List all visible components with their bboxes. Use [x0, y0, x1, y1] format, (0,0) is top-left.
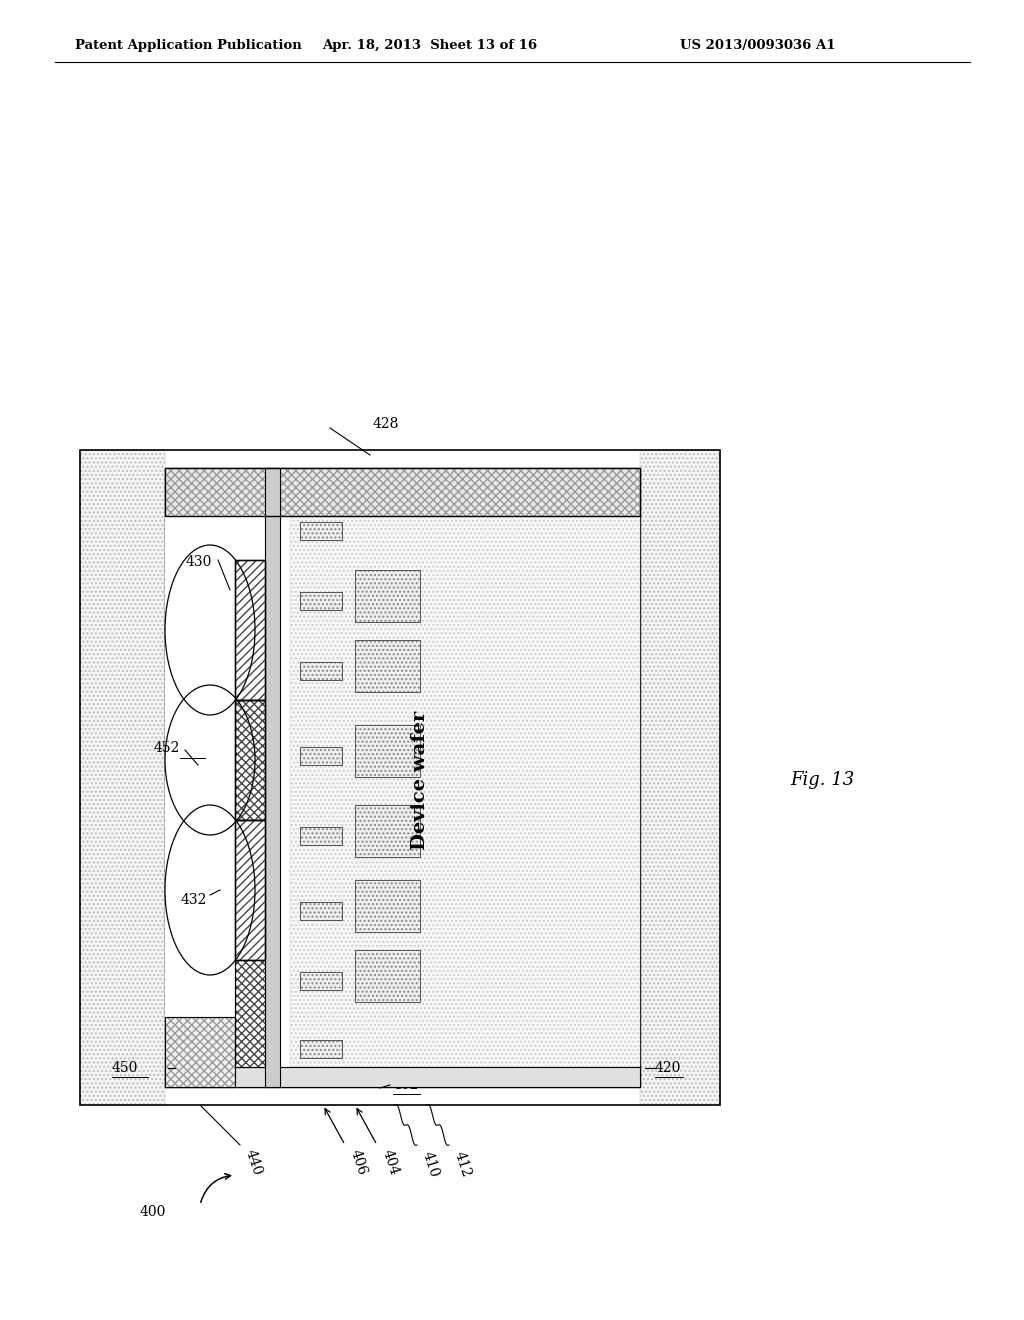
Bar: [80, 450, 165, 1105]
Bar: [300, 663, 342, 680]
Text: Fig. 13: Fig. 13: [790, 771, 854, 789]
Text: 404: 404: [380, 1148, 401, 1177]
Bar: [355, 640, 420, 692]
Bar: [300, 747, 342, 766]
Bar: [355, 570, 420, 622]
Bar: [300, 663, 342, 680]
Bar: [165, 469, 265, 1086]
Bar: [300, 828, 342, 845]
Bar: [234, 700, 265, 820]
Bar: [355, 725, 420, 777]
Bar: [300, 828, 342, 845]
Text: 440: 440: [243, 1148, 264, 1177]
Bar: [355, 805, 420, 857]
Text: 432: 432: [180, 894, 207, 907]
Bar: [300, 747, 342, 766]
Bar: [234, 700, 265, 820]
Bar: [300, 1040, 342, 1059]
Bar: [300, 972, 342, 990]
Bar: [300, 521, 342, 540]
Bar: [234, 960, 265, 1067]
Bar: [640, 450, 720, 1105]
Bar: [355, 725, 420, 777]
Text: 430: 430: [185, 554, 212, 569]
Bar: [234, 820, 265, 960]
Bar: [165, 469, 640, 516]
Bar: [355, 880, 420, 932]
Bar: [165, 1016, 234, 1086]
Bar: [234, 560, 265, 700]
Bar: [355, 880, 420, 932]
Bar: [300, 591, 342, 610]
Bar: [355, 640, 420, 692]
Bar: [290, 469, 640, 1067]
Bar: [165, 1016, 234, 1086]
Bar: [300, 591, 342, 610]
Bar: [300, 972, 342, 990]
Bar: [300, 902, 342, 920]
Text: 428: 428: [373, 417, 399, 432]
Bar: [234, 560, 265, 700]
Text: 420: 420: [655, 1061, 681, 1074]
Text: 402: 402: [393, 1078, 420, 1092]
Text: Device wafer: Device wafer: [411, 710, 429, 850]
Bar: [165, 469, 640, 516]
Bar: [355, 950, 420, 1002]
Bar: [355, 805, 420, 857]
Text: 450: 450: [112, 1061, 138, 1074]
Text: 452: 452: [154, 741, 180, 755]
Bar: [234, 820, 265, 960]
Bar: [234, 960, 265, 1067]
Text: Apr. 18, 2013  Sheet 13 of 16: Apr. 18, 2013 Sheet 13 of 16: [323, 38, 538, 51]
Bar: [300, 1040, 342, 1059]
Text: 400: 400: [140, 1205, 166, 1218]
Text: US 2013/0093036 A1: US 2013/0093036 A1: [680, 38, 836, 51]
Bar: [165, 469, 640, 1086]
Bar: [265, 469, 280, 1086]
Text: Patent Application Publication: Patent Application Publication: [75, 38, 302, 51]
Bar: [355, 950, 420, 1002]
Text: 412: 412: [452, 1150, 473, 1180]
Text: 410: 410: [420, 1150, 441, 1180]
Bar: [355, 570, 420, 622]
Bar: [165, 1067, 640, 1086]
Bar: [80, 450, 720, 1105]
Bar: [300, 902, 342, 920]
Bar: [300, 521, 342, 540]
Text: 406: 406: [348, 1148, 370, 1177]
